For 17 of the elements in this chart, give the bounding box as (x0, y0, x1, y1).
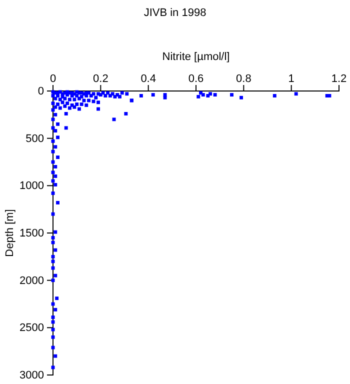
x-tick-label: 0.8 (236, 73, 252, 85)
x-tick-label: 1 (288, 73, 294, 85)
x-tick-label: 0.6 (188, 73, 204, 85)
y-tick-label: 0 (38, 86, 44, 98)
y-tick-label: 2500 (20, 322, 44, 334)
x-tick-label: 0 (50, 73, 56, 85)
x-tick-label: 1.2 (331, 73, 347, 85)
y-axis-title: Depth [m] (4, 209, 16, 257)
x-axis-title: Nitrite [µmol/l] (162, 51, 230, 63)
y-tick-label: 1000 (20, 180, 44, 192)
y-tick-label: 3000 (20, 370, 44, 382)
y-tick-label: 1500 (20, 228, 44, 240)
chart-title: JIVB in 1998 (144, 7, 206, 19)
x-tick-label: 0.4 (140, 73, 156, 85)
y-tick-label: 500 (26, 132, 44, 145)
x-tick-label: 0.2 (93, 73, 108, 85)
y-tick-label: 2000 (20, 274, 44, 287)
